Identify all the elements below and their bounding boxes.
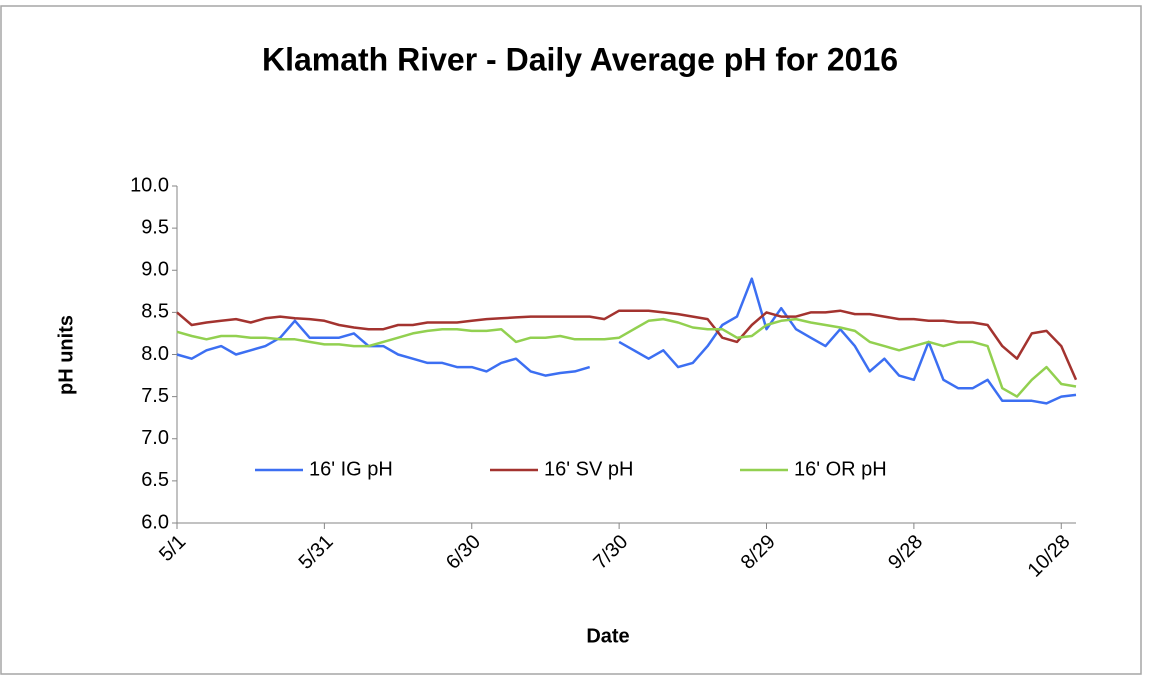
y-tick-label: 9.0 <box>141 259 169 281</box>
y-axis-label: pH units <box>55 315 77 395</box>
legend-label: 16' OR pH <box>794 458 887 480</box>
series-line <box>176 317 1077 398</box>
y-tick-label: 8.5 <box>141 301 169 323</box>
y-tick-label: 8.0 <box>141 343 169 365</box>
chart-frame <box>0 5 1142 675</box>
series-line <box>176 309 1078 381</box>
y-tick-label: 6.0 <box>141 511 169 533</box>
x-axis-label: Date <box>586 625 629 647</box>
series-line <box>176 277 1077 405</box>
legend-label: 16' IG pH <box>309 458 393 480</box>
y-tick-label: 7.5 <box>141 385 169 407</box>
y-tick-label: 10.0 <box>130 174 169 196</box>
y-tick-label: 7.0 <box>141 427 169 449</box>
y-tick-label: 6.5 <box>141 469 169 491</box>
y-tick-label: 9.5 <box>141 216 169 238</box>
chart-title: Klamath River - Daily Average pH for 201… <box>262 41 898 77</box>
legend-label: 16' SV pH <box>544 458 633 480</box>
